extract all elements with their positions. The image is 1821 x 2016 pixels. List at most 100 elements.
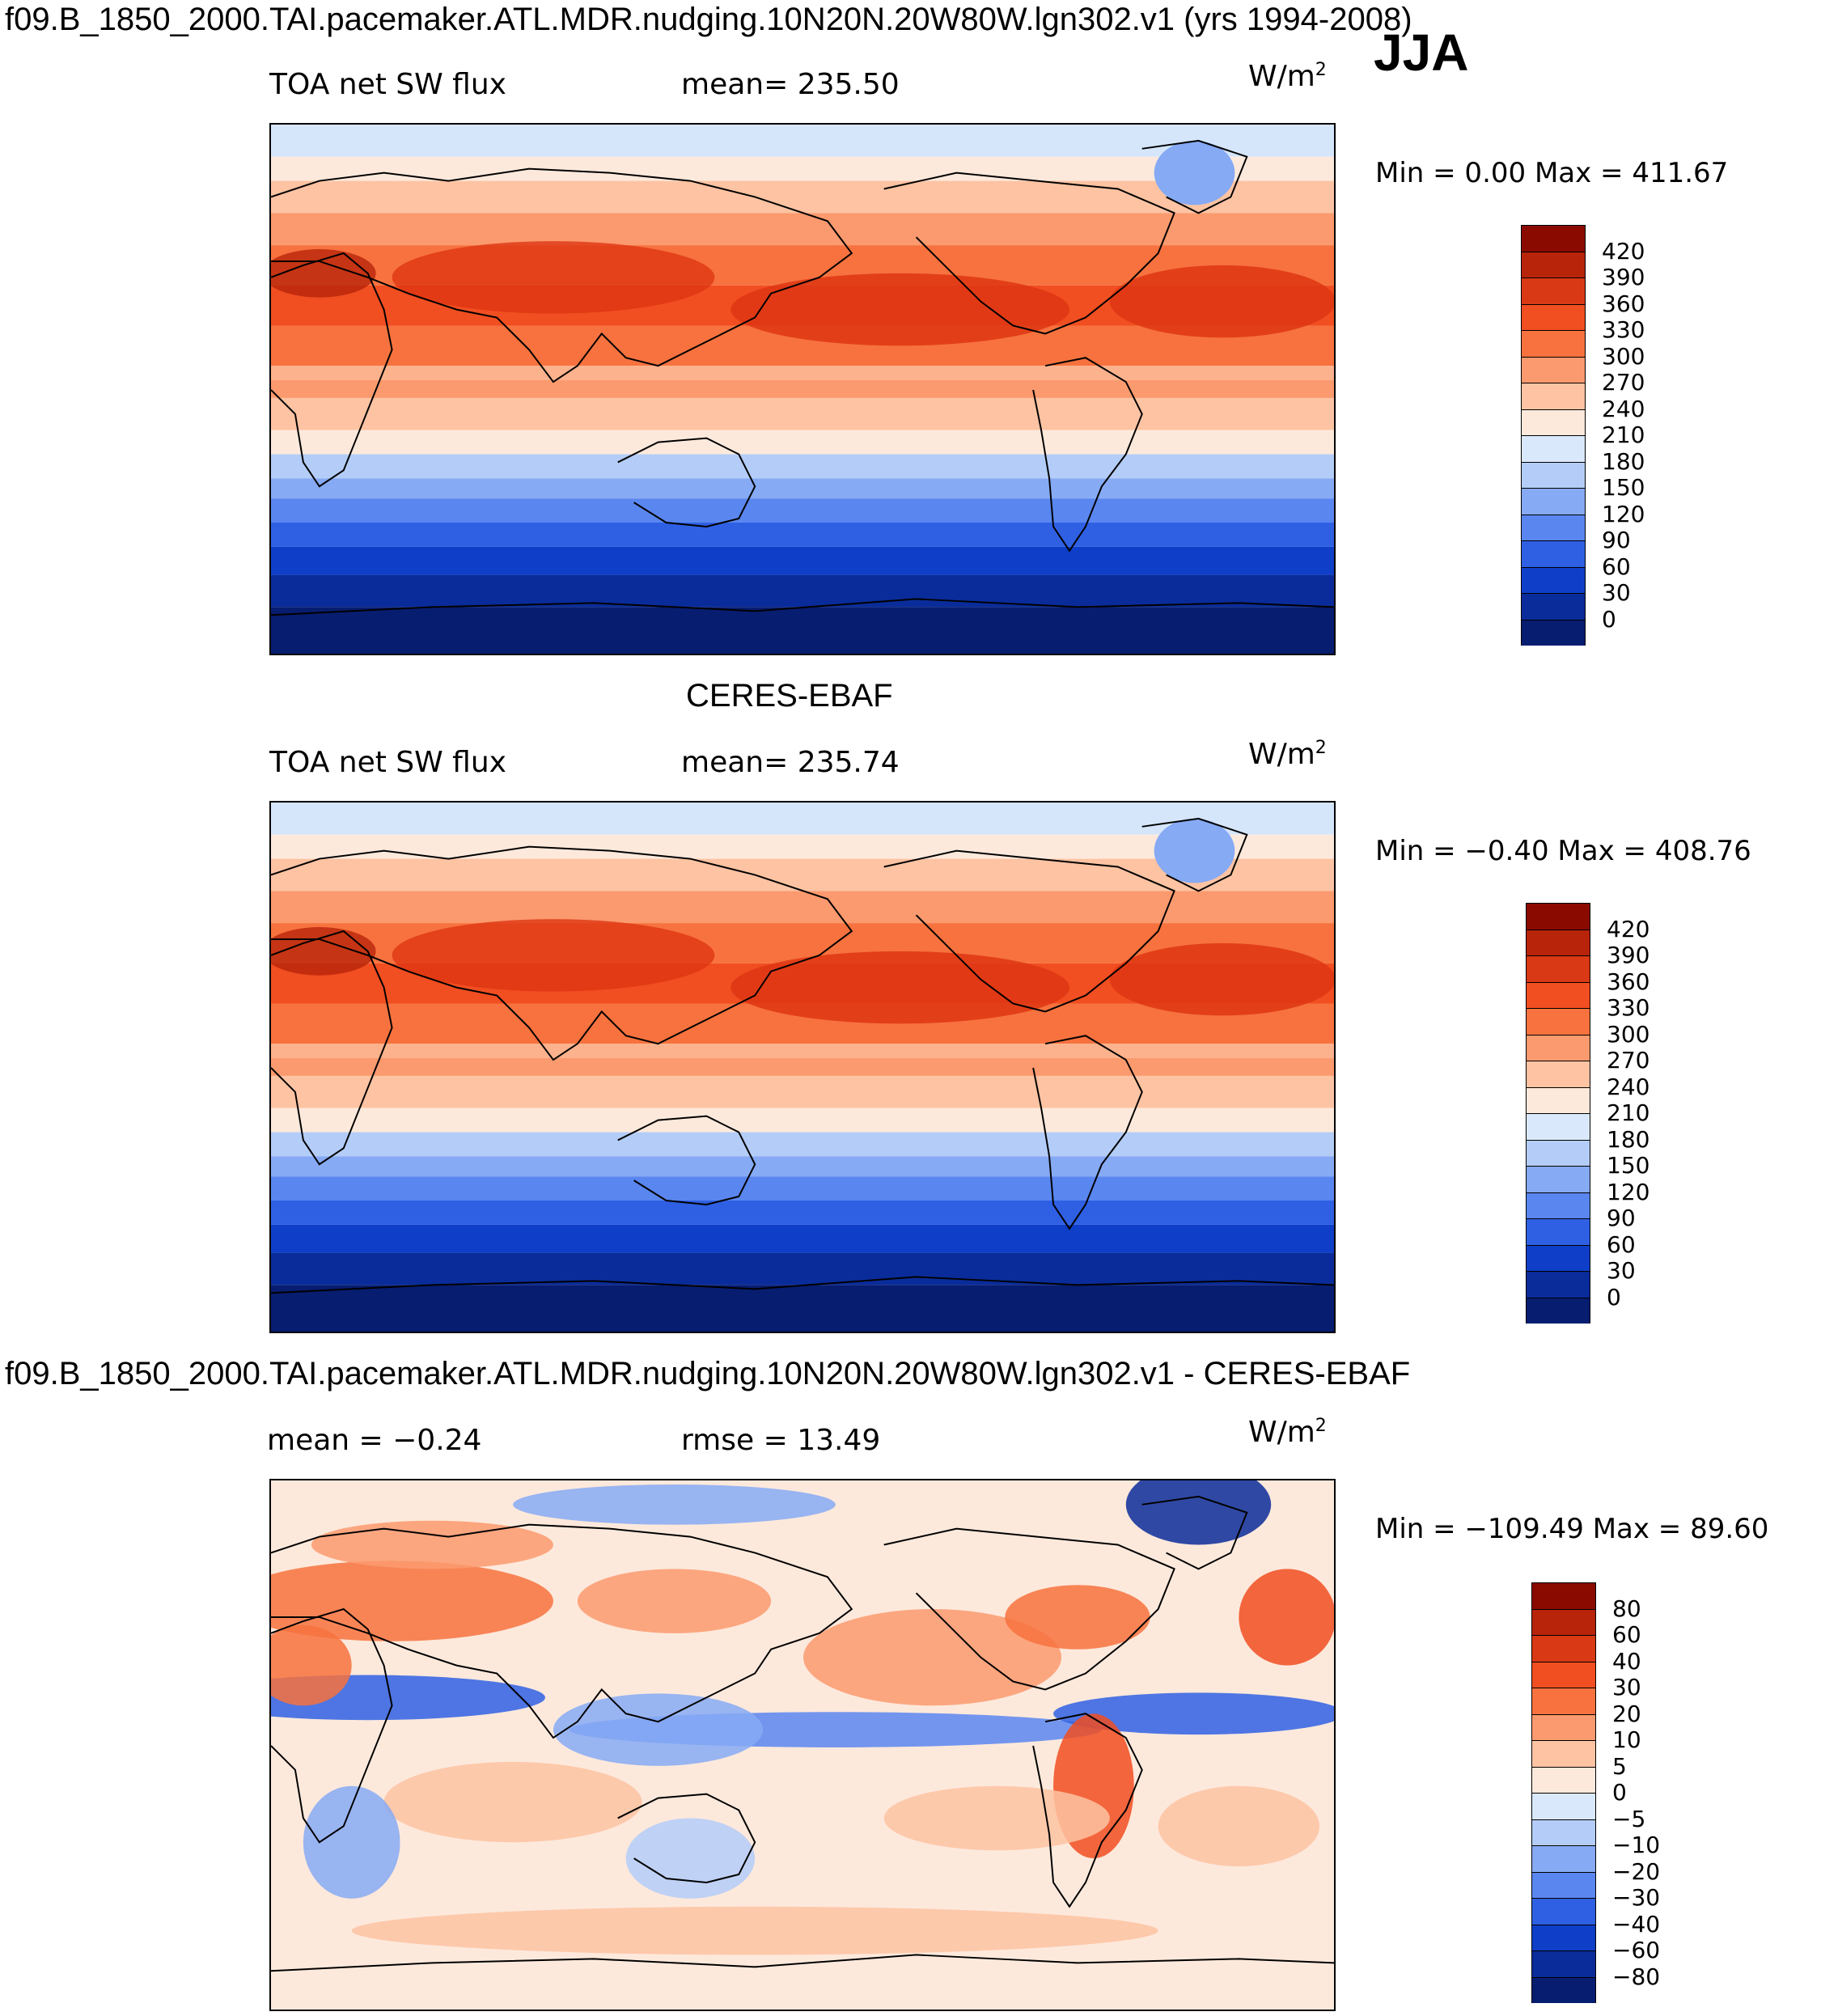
colorbar-tick-label: 30 bbox=[1602, 579, 1631, 606]
panel3-mean-label: mean = −0.24 bbox=[267, 1424, 482, 1457]
colorbar-tick-label: 60 bbox=[1607, 1230, 1636, 1258]
colorbar-tick-label: 30 bbox=[1607, 1257, 1636, 1284]
colorbar-swatch bbox=[1526, 903, 1590, 930]
field-minimum bbox=[1154, 818, 1235, 883]
colorbar-tick-label: 420 bbox=[1602, 237, 1645, 265]
panel3-colorbar: 80 60 40 30 20 10 5 0 −5 −10 −20 −30 −40 −60 −80 bbox=[1531, 1582, 1660, 2003]
field-band bbox=[271, 1132, 1334, 1157]
colorbar-swatch bbox=[1531, 1688, 1596, 1714]
colorbar-tick-label: 300 bbox=[1602, 342, 1645, 370]
field-anomaly bbox=[311, 1520, 553, 1569]
colorbar-swatch bbox=[1526, 1192, 1590, 1218]
colorbar-tick-label: 360 bbox=[1607, 968, 1650, 995]
colorbar-swatch bbox=[1531, 1661, 1596, 1688]
coastline bbox=[617, 437, 756, 527]
field-band bbox=[271, 522, 1334, 547]
coastline bbox=[1032, 357, 1143, 553]
colorbar-swatch bbox=[1521, 225, 1586, 252]
coastline bbox=[1032, 1035, 1143, 1230]
colorbar-tick-label: 30 bbox=[1612, 1674, 1641, 1700]
colorbar-tick-label: 240 bbox=[1602, 395, 1645, 422]
field-maximum bbox=[731, 951, 1069, 1024]
field-anomaly bbox=[1053, 1692, 1334, 1735]
field-anomaly bbox=[271, 1561, 553, 1641]
panel2-map bbox=[269, 801, 1336, 1333]
colorbar-tick-label: 180 bbox=[1607, 1125, 1650, 1153]
panel1-mean-label: mean= 235.50 bbox=[681, 68, 900, 101]
coastline bbox=[883, 172, 1175, 335]
field-band bbox=[271, 213, 1334, 246]
panel1-variable-label: TOA net SW flux bbox=[269, 68, 506, 101]
colorbar-swatch bbox=[1531, 1713, 1596, 1740]
season-label: JJA bbox=[1374, 23, 1469, 82]
colorbar-swatch bbox=[1526, 1008, 1590, 1035]
coastline bbox=[271, 1954, 1334, 1972]
field-anomaly bbox=[303, 1785, 400, 1899]
coastline bbox=[271, 252, 393, 488]
field-band bbox=[271, 1200, 1334, 1225]
field-band bbox=[271, 858, 1334, 892]
panel1-colorbar: 420 390 360 330 300 270 240 210 180 150 120 90 60 30 0 bbox=[1521, 225, 1645, 646]
field-band bbox=[271, 180, 1334, 214]
colorbar-swatch bbox=[1526, 1061, 1590, 1087]
field-anomaly bbox=[553, 1693, 764, 1766]
coastline bbox=[617, 1793, 756, 1883]
panel3-map bbox=[269, 1479, 1336, 2011]
panel2-minmax: Min = −0.40 Max = 408.76 bbox=[1375, 835, 1751, 867]
colorbar-swatch bbox=[1521, 435, 1586, 462]
field-anomaly bbox=[271, 1624, 352, 1706]
field-band bbox=[271, 1044, 1334, 1059]
field-band bbox=[271, 454, 1334, 479]
field-band bbox=[271, 1252, 1334, 1285]
panel3-minmax: Min = −109.49 Max = 89.60 bbox=[1375, 1513, 1769, 1545]
colorbar-swatch bbox=[1531, 1793, 1596, 1819]
field-band bbox=[271, 125, 1334, 157]
field-anomaly bbox=[1005, 1585, 1150, 1650]
coastline bbox=[883, 849, 1175, 1013]
field-maximum bbox=[392, 241, 715, 314]
coastline bbox=[1141, 139, 1248, 214]
colorbar-tick-label: 150 bbox=[1602, 474, 1645, 501]
coastline bbox=[271, 598, 1334, 616]
colorbar-swatch bbox=[1531, 1924, 1596, 1950]
field-maximum bbox=[731, 273, 1069, 346]
field-anomaly bbox=[625, 1818, 756, 1899]
colorbar-tick-label: 5 bbox=[1612, 1752, 1627, 1780]
colorbar-swatch bbox=[1521, 277, 1586, 304]
field-band bbox=[271, 366, 1334, 381]
field-band bbox=[271, 1285, 1334, 1332]
colorbar-tick-label: −60 bbox=[1612, 1937, 1661, 1963]
field-band bbox=[271, 891, 1334, 924]
colorbar-swatch bbox=[1521, 593, 1586, 620]
colorbar-swatch bbox=[1521, 566, 1586, 593]
colorbar-swatch bbox=[1521, 409, 1586, 435]
colorbar-tick-label: −10 bbox=[1612, 1832, 1661, 1858]
colorbar-swatch bbox=[1521, 356, 1586, 383]
colorbar-tick-label: −30 bbox=[1612, 1884, 1661, 1911]
colorbar-tick-label: 60 bbox=[1602, 553, 1631, 580]
colorbar-tick-label: 90 bbox=[1607, 1205, 1636, 1231]
panel1-map bbox=[269, 123, 1336, 655]
colorbar-swatch bbox=[1521, 488, 1586, 515]
colorbar-tick-label: 270 bbox=[1607, 1047, 1650, 1074]
colorbar-tick-label: 0 bbox=[1602, 605, 1616, 633]
panel1-unit-label: W/m2 bbox=[1248, 60, 1327, 93]
colorbar-swatch bbox=[1531, 1950, 1596, 1977]
colorbar-tick-label: 330 bbox=[1602, 316, 1645, 343]
field-maximum bbox=[1109, 942, 1334, 1016]
colorbar-swatch bbox=[1526, 1166, 1590, 1192]
coastline bbox=[271, 1523, 853, 1739]
colorbar-swatch bbox=[1521, 514, 1586, 540]
field-band bbox=[271, 498, 1334, 523]
colorbar-tick-label: 390 bbox=[1602, 264, 1645, 290]
colorbar-tick-label: 240 bbox=[1607, 1073, 1650, 1100]
figure-title: f09.B_1850_2000.TAI.pacemaker.ATL.MDR.nu… bbox=[5, 2, 1412, 37]
colorbar-tick-label: 180 bbox=[1602, 447, 1645, 475]
colorbar-tick-label: 300 bbox=[1607, 1020, 1650, 1048]
colorbar-swatch bbox=[1526, 1034, 1590, 1061]
coastline bbox=[617, 1115, 756, 1205]
colorbar-swatch bbox=[1531, 1608, 1596, 1635]
field-band bbox=[271, 803, 1334, 835]
colorbar-swatch bbox=[1521, 383, 1586, 409]
field-anomaly bbox=[383, 1761, 642, 1843]
